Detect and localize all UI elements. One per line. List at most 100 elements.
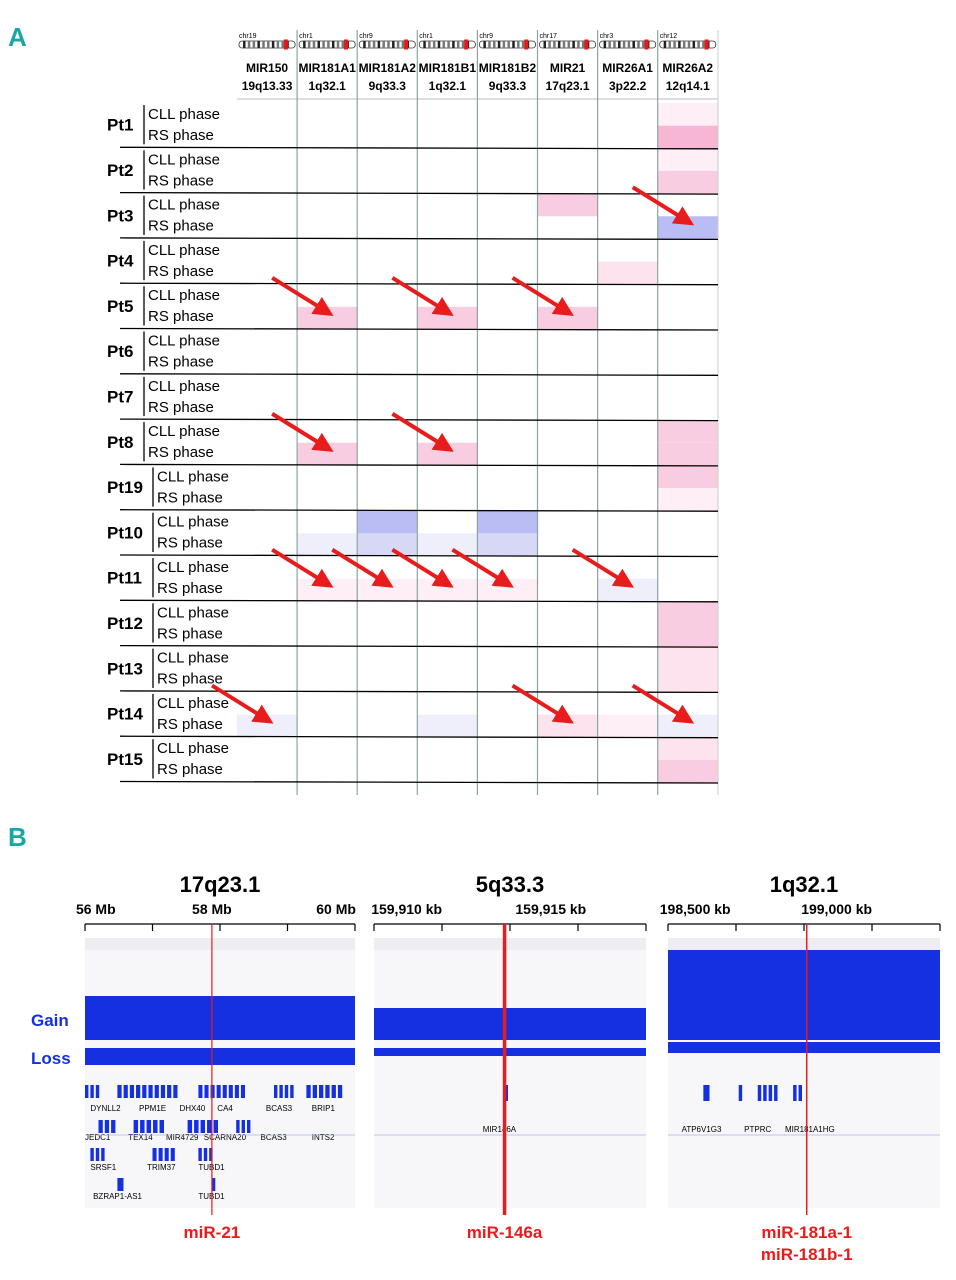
ideogram-locus-marker	[644, 39, 649, 50]
gene-feature	[768, 1085, 773, 1101]
gene-feature	[204, 1085, 209, 1098]
gene-feature	[240, 1085, 245, 1098]
gene-feature	[207, 1120, 212, 1133]
ideogram-band	[257, 41, 260, 48]
mirna-locus-label: miR-21	[184, 1223, 241, 1242]
heatmap-cell	[537, 193, 598, 217]
patient-row-divider	[119, 146, 719, 150]
phase-label-cll: CLL phase	[157, 604, 229, 621]
patient-row-divider	[119, 373, 719, 376]
patient-label: Pt6	[107, 342, 133, 361]
patient-label: Pt11	[107, 569, 142, 588]
ideogram-band	[663, 41, 667, 48]
patient-row-divider	[119, 599, 719, 603]
mirna-name: MIR181A2	[359, 61, 417, 75]
patient-label: Pt5	[107, 297, 133, 316]
ideogram-band	[392, 41, 395, 48]
phase-label-rs: RS phase	[157, 535, 223, 552]
gene-label: BZRAP1-AS1	[93, 1192, 142, 1201]
cytoband-title: 5q33.3	[476, 872, 545, 897]
loss-coverage-bar	[668, 1042, 940, 1053]
phase-label-rs: RS phase	[148, 354, 214, 371]
phase-label-rs: RS phase	[148, 218, 214, 235]
phase-label-rs: RS phase	[157, 716, 223, 733]
ideogram-band	[668, 41, 672, 48]
gene-label: DHX40	[180, 1104, 206, 1113]
ideogram-band	[317, 41, 321, 48]
ideogram-band	[456, 41, 460, 48]
patient-row-divider	[119, 690, 719, 694]
ideogram-band	[572, 41, 575, 48]
mirna-locus-label: miR-181b-1	[761, 1245, 853, 1264]
chromosome-label: chr19	[239, 33, 257, 40]
gene-label: SRSF1	[90, 1163, 116, 1172]
red-arrow	[451, 547, 514, 588]
mirna-name: MIR21	[550, 61, 586, 75]
patient-label: Pt7	[107, 387, 133, 406]
phase-label-cll: CLL phase	[157, 514, 229, 531]
ideogram-band	[692, 41, 696, 48]
ideogram-band	[553, 41, 556, 48]
phase-label-rs: RS phase	[148, 127, 214, 144]
mirna-name: MIR150	[246, 61, 288, 75]
ideogram-band	[543, 41, 546, 48]
ideogram-band	[377, 41, 381, 48]
patient-label: Pt13	[107, 659, 143, 678]
gene-feature	[290, 1085, 294, 1098]
gene-feature	[703, 1085, 710, 1101]
patient-rows: Pt1 CLL phase RS phase Pt2 CLL phase RS phase…	[107, 105, 719, 784]
gene-feature	[123, 1085, 128, 1098]
gene-feature	[312, 1085, 317, 1098]
highlight-arrows	[211, 185, 695, 724]
ideogram-band	[493, 41, 496, 48]
heatmap-cell	[657, 669, 718, 692]
gene-label: JEDC1	[85, 1133, 111, 1142]
phase-label-rs: RS phase	[157, 489, 223, 506]
ideogram-locus-marker	[283, 39, 288, 50]
ideogram-band	[312, 41, 316, 48]
ideogram-band	[682, 41, 686, 48]
ideogram-band	[697, 41, 700, 48]
patient-row-divider	[119, 418, 719, 422]
ideogram-band	[642, 41, 645, 48]
ideogram-band	[281, 41, 284, 48]
ideogram-band	[382, 41, 385, 48]
ideogram-band	[512, 41, 515, 48]
ideogram-band	[461, 41, 465, 48]
patient-label: Pt2	[107, 161, 133, 180]
red-arrow	[391, 412, 454, 452]
patient-label: Pt1	[107, 116, 133, 135]
gene-feature	[133, 1120, 139, 1133]
scale-tick-label: 199,000 kb	[801, 901, 872, 917]
ideogram-band	[307, 41, 311, 48]
ideogram-band	[622, 41, 626, 48]
mirna-name: MIR181B2	[479, 61, 537, 75]
patient-row-divider	[119, 191, 719, 195]
gene-feature	[247, 1120, 251, 1133]
heatmap-cell	[657, 420, 718, 443]
heatmap-cell	[657, 488, 718, 511]
phase-label-rs: RS phase	[157, 580, 223, 597]
phase-label-rs: RS phase	[157, 761, 223, 778]
gene-feature	[213, 1120, 218, 1133]
patient-row-divider	[119, 554, 719, 558]
gene-feature	[279, 1085, 283, 1098]
browser-track-panels: 17q23.1 56 Mb 58 Mb 60 Mb DYNLL2 PPM1E DHX40 CA…	[76, 872, 941, 1264]
gene-feature	[211, 1178, 216, 1191]
scale-tick-label: 159,910 kb	[371, 901, 442, 917]
gene-feature	[173, 1085, 178, 1098]
gene-feature	[793, 1085, 797, 1101]
gene-feature	[210, 1085, 215, 1098]
ideogram-band	[521, 41, 525, 48]
gene-feature	[160, 1085, 166, 1098]
ideogram-locus-marker	[584, 39, 589, 50]
ideogram-locus-marker	[524, 39, 529, 50]
patient-row-divider	[119, 780, 719, 784]
ideogram-band	[363, 41, 366, 48]
track-band	[85, 938, 355, 950]
gene-feature	[136, 1085, 141, 1098]
ideogram-band	[618, 41, 621, 48]
ideogram-band	[567, 41, 571, 48]
phase-label-cll: CLL phase	[157, 740, 229, 757]
patient-label: Pt15	[107, 750, 143, 769]
